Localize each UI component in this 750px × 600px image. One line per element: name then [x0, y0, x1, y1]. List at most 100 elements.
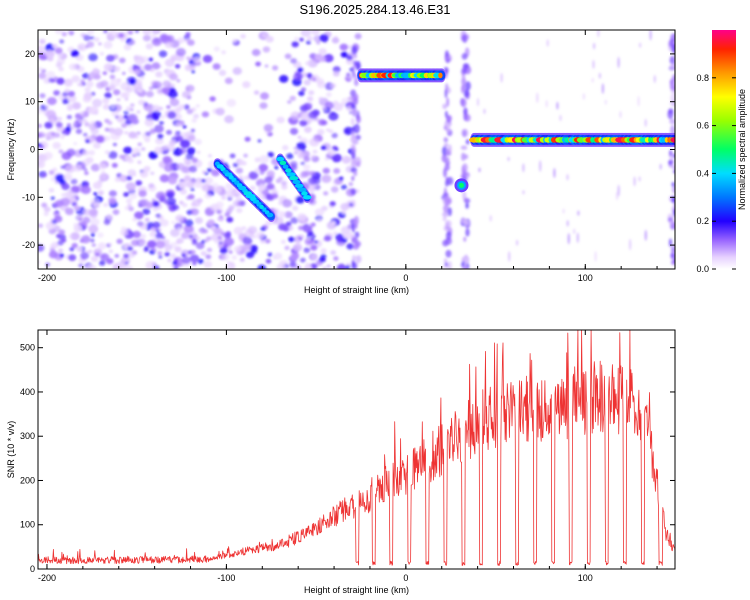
- noise-speck: [312, 149, 318, 154]
- noise-speck: [97, 242, 107, 250]
- noise-speck: [155, 240, 166, 249]
- band-core: [266, 212, 274, 218]
- noise-speck: [108, 242, 113, 246]
- noise-speck: [155, 108, 160, 112]
- noise-speck: [67, 103, 73, 108]
- spectrogram-xtick-label: 100: [578, 273, 593, 283]
- noise-speck: [264, 238, 271, 244]
- noise-speck: [90, 36, 95, 40]
- noise-speck: [66, 123, 72, 127]
- streak-speck: [350, 188, 357, 195]
- noise-speck: [70, 185, 80, 194]
- streak-speck: [465, 139, 470, 145]
- noise-speck: [297, 135, 302, 139]
- noise-speck: [181, 91, 191, 99]
- streak-speck: [669, 118, 675, 125]
- noise-speck: [99, 253, 110, 261]
- noise-speck: [347, 75, 353, 80]
- noise-speck: [274, 216, 284, 225]
- noise-speck: [123, 192, 129, 197]
- noise-speck: [131, 83, 140, 90]
- noise-speck: [129, 192, 138, 200]
- noise-speck: [191, 69, 196, 74]
- noise-speck: [226, 98, 237, 107]
- noise-speck: [201, 239, 206, 244]
- noise-speck: [649, 30, 652, 41]
- noise-speck: [539, 160, 542, 172]
- streak-speck: [460, 145, 468, 150]
- noise-speck: [204, 192, 212, 199]
- noise-speck: [556, 101, 559, 110]
- noise-speck: [345, 265, 351, 269]
- noise-speck: [284, 53, 292, 60]
- noise-speck: [318, 256, 326, 263]
- noise-speck: [175, 240, 181, 245]
- streak-speck: [463, 112, 468, 121]
- noise-speck: [39, 93, 46, 99]
- noise-speck: [190, 250, 196, 255]
- noise-speck: [152, 221, 161, 229]
- noise-speck: [318, 48, 327, 55]
- noise-speck: [131, 153, 137, 158]
- noise-speck: [127, 251, 136, 258]
- noise-speck: [155, 232, 164, 239]
- noise-speck: [275, 179, 281, 183]
- noise-speck: [93, 142, 101, 149]
- noise-speck: [124, 97, 129, 101]
- streak-speck: [462, 84, 466, 92]
- streak-speck: [670, 78, 675, 85]
- noise-speck: [297, 153, 305, 159]
- noise-speck: [160, 115, 165, 119]
- band-core: [282, 164, 289, 169]
- noise-speck: [151, 200, 160, 208]
- noise-speck: [546, 39, 549, 47]
- streak-speck: [443, 142, 449, 148]
- noise-speck: [333, 147, 339, 152]
- noise-speck: [231, 255, 238, 260]
- noise-speck: [228, 205, 235, 211]
- noise-speck: [316, 217, 323, 223]
- streak-speck: [356, 115, 361, 124]
- noise-speck: [113, 89, 121, 96]
- noise-speck: [108, 151, 118, 159]
- noise-speck: [175, 48, 186, 57]
- noise-speck: [148, 57, 154, 62]
- noise-speck: [38, 244, 45, 252]
- noise-speck: [61, 183, 70, 191]
- noise-speck: [324, 235, 332, 242]
- noise-speck: [318, 96, 324, 101]
- noise-speck: [185, 153, 194, 161]
- noise-speck: [80, 83, 84, 87]
- streak-speck: [445, 237, 452, 245]
- spectrogram-ytick-label: 20: [25, 49, 35, 59]
- noise-speck: [81, 72, 90, 79]
- noise-speck: [90, 218, 100, 227]
- noise-speck: [97, 189, 105, 196]
- noise-speck: [152, 81, 162, 89]
- spectrogram-xtick-label: 0: [403, 273, 408, 283]
- snr-frame: [37, 329, 676, 570]
- noise-speck: [333, 256, 339, 261]
- streak-speck: [444, 110, 448, 118]
- noise-speck: [87, 77, 92, 81]
- streak-speck: [351, 262, 357, 269]
- noise-speck: [158, 228, 162, 232]
- streak-speck: [356, 161, 361, 168]
- noise-speck: [104, 118, 110, 123]
- noise-speck: [332, 100, 339, 106]
- streak-speck: [672, 243, 675, 249]
- noise-speck: [127, 203, 132, 208]
- noise-speck: [296, 141, 307, 151]
- blob-core: [458, 182, 464, 188]
- noise-speck: [226, 216, 234, 223]
- noise-speck: [74, 113, 82, 120]
- colorbar-tick-label: 0.0: [696, 264, 709, 274]
- noise-speck: [102, 71, 108, 76]
- noise-speck: [317, 81, 326, 89]
- noise-speck: [99, 173, 108, 181]
- noise-speck: [298, 225, 304, 231]
- noise-speck: [507, 156, 510, 162]
- noise-speck: [71, 75, 80, 83]
- streak-speck: [672, 208, 675, 217]
- noise-speck: [243, 153, 248, 158]
